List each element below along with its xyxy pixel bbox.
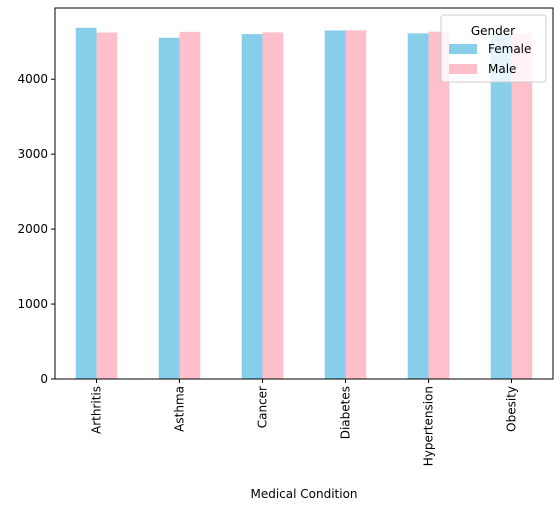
bar-male-obesity [511, 33, 533, 380]
legend-label-male: Male [488, 62, 516, 76]
legend-label-female: Female [488, 42, 531, 56]
legend: Gender Female Male [440, 14, 547, 83]
bar-female-hypertension [407, 33, 429, 380]
bar-male-hypertension [428, 31, 450, 379]
x-tick-label-cancer: Cancer [256, 386, 270, 428]
legend-swatch-male [449, 64, 477, 74]
legend-swatch-female [449, 44, 477, 54]
y-tick-label: 3000 [17, 147, 48, 161]
x-axis: Arthritis Asthma Cancer Diabetes Hypertensio… [90, 379, 519, 466]
x-tick-label-obesity: Obesity [505, 386, 519, 432]
bar-female-diabetes [324, 30, 346, 379]
bar-female-obesity [490, 34, 512, 380]
bar-female-arthritis [75, 27, 97, 379]
bar-female-cancer [241, 34, 263, 379]
y-tick-label: 1000 [17, 297, 48, 311]
x-tick-label-asthma: Asthma [173, 386, 187, 432]
y-tick-label: 4000 [17, 72, 48, 86]
x-axis-label: Medical Condition [250, 487, 357, 501]
bar-male-arthritis [96, 32, 118, 379]
bar-male-diabetes [345, 30, 367, 379]
x-tick-label-diabetes: Diabetes [339, 386, 353, 439]
bar-male-asthma [179, 31, 201, 380]
bars-group [75, 27, 533, 380]
legend-title: Gender [471, 24, 515, 38]
plot-frame [54, 7, 554, 380]
y-tick-label: 2000 [17, 222, 48, 236]
x-tick-label-arthritis: Arthritis [90, 386, 104, 434]
bar-male-cancer [262, 32, 284, 380]
y-tick-label: 0 [40, 372, 48, 386]
bar-female-asthma [158, 37, 180, 380]
x-tick-label-hypertension: Hypertension [422, 386, 436, 466]
y-axis: 0 1000 2000 3000 4000 [17, 72, 55, 386]
